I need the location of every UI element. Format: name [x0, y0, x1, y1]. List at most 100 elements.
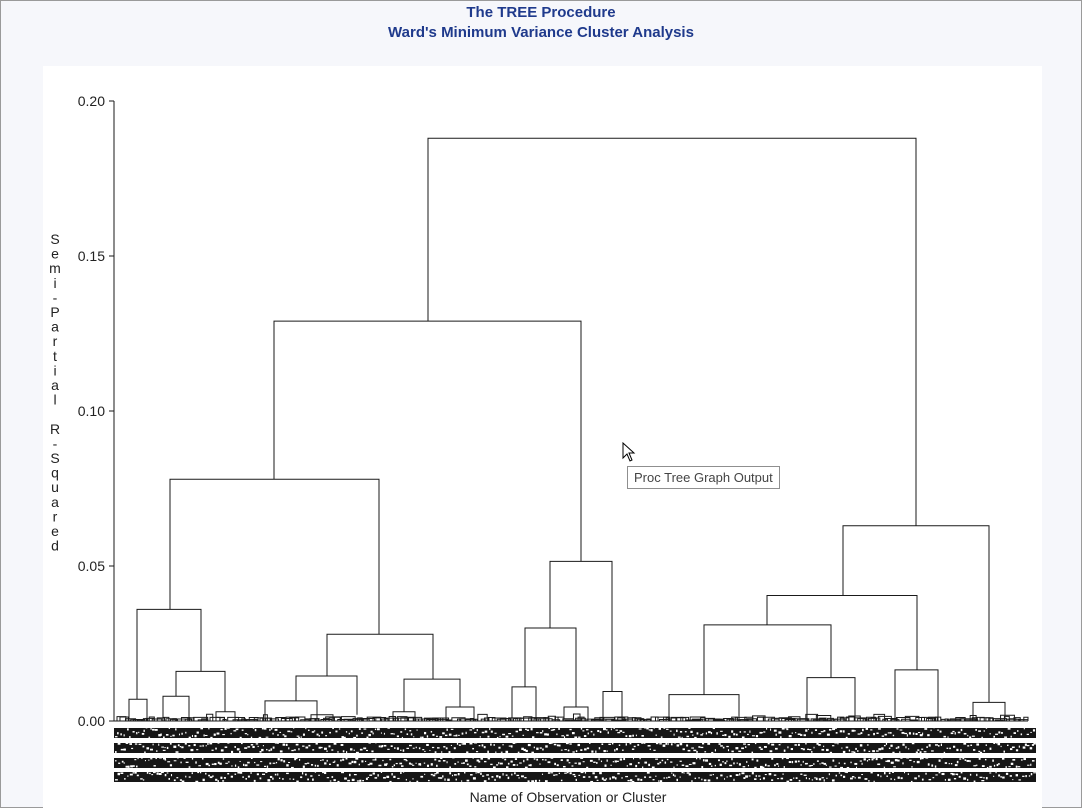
leaf-label-glyph [472, 777, 476, 780]
y-axis-label-char: P [50, 304, 59, 320]
leaf-label-glyph [244, 733, 248, 735]
leaf-label-glyph [868, 750, 871, 752]
leaf-label-glyph [369, 774, 373, 776]
dendrogram-leaf-link [756, 716, 765, 721]
leaf-label-glyph [712, 727, 715, 730]
leaf-label-glyph [731, 730, 734, 733]
leaf-label-glyph [208, 764, 211, 767]
leaf-label-glyph [429, 749, 431, 751]
leaf-label-glyph [1030, 763, 1032, 766]
leaf-label-glyph [606, 759, 608, 762]
leaf-label-glyph [475, 751, 479, 753]
leaf-label-glyph [193, 743, 196, 747]
leaf-label-glyph [629, 763, 633, 766]
leaf-label-glyph [790, 748, 794, 751]
leaf-label-glyph [230, 775, 233, 778]
leaf-label-glyph [365, 760, 367, 763]
leaf-label-glyph [621, 777, 623, 779]
leaf-label-glyph [635, 734, 637, 737]
dendrogram-leaf-link [551, 719, 561, 721]
leaf-label-glyph [825, 764, 827, 766]
leaf-label-glyph [350, 730, 353, 733]
leaf-label-glyph [771, 757, 774, 760]
leaf-label-glyph [120, 772, 124, 774]
leaf-label-glyph [450, 728, 454, 730]
leaf-label-glyph [682, 748, 685, 751]
leaf-label-glyph [222, 780, 225, 782]
leaf-label-glyph [783, 749, 786, 752]
leaf-label-glyph [512, 764, 516, 766]
leaf-label-glyph [710, 732, 713, 735]
leaf-label-glyph [780, 742, 782, 744]
leaf-label-glyph [217, 780, 220, 782]
leaf-label-glyph [867, 734, 870, 736]
leaf-label-glyph [234, 764, 237, 767]
leaf-label-glyph [243, 763, 245, 766]
leaf-label-glyph [389, 758, 392, 761]
leaf-label-glyph [449, 766, 451, 769]
leaf-label-glyph [215, 778, 218, 781]
dendrogram-leaf-link [928, 716, 938, 721]
leaf-label-glyph [498, 776, 501, 779]
leaf-label-glyph [539, 747, 542, 749]
leaf-label-glyph [711, 751, 714, 754]
leaf-label-glyph [274, 728, 278, 731]
leaf-label-glyph [911, 742, 915, 745]
leaf-label-glyph [751, 751, 754, 754]
leaf-label-glyph [644, 761, 648, 764]
leaf-label-glyph [269, 775, 273, 778]
dendrogram-leaf-link [505, 718, 511, 721]
leaf-label-glyph [1022, 775, 1025, 777]
leaf-label-glyph [233, 730, 237, 732]
leaf-label-glyph [305, 727, 307, 730]
dendrogram-leaf-link [631, 717, 637, 721]
leaf-label-glyph [220, 749, 224, 752]
leaf-label-glyph [307, 762, 310, 764]
leaf-label-glyph [662, 744, 666, 747]
leaf-label-glyph [954, 732, 956, 735]
leaf-label-glyph [544, 759, 547, 761]
leaf-label-glyph [129, 773, 133, 776]
dendrogram-leaf-link [731, 716, 738, 721]
leaf-label-glyph [393, 764, 396, 767]
leaf-label-glyph [745, 746, 747, 748]
leaf-label-glyph [604, 764, 607, 767]
leaf-label-glyph [981, 779, 985, 782]
leaf-label-glyph [146, 747, 150, 750]
leaf-label-glyph [627, 779, 630, 782]
leaf-label-glyph [671, 772, 673, 774]
leaf-label-glyph [269, 762, 272, 765]
leaf-label-glyph [237, 766, 240, 769]
leaf-label-glyph [1015, 765, 1018, 768]
leaf-label-glyph [440, 751, 443, 753]
leaf-label-glyph [141, 732, 145, 735]
dendrogram-leaf-link [265, 717, 272, 721]
leaf-label-glyph [598, 747, 601, 750]
leaf-label-glyph [726, 776, 728, 778]
leaf-label-glyph [138, 743, 142, 745]
leaf-label-glyph [782, 773, 784, 775]
leaf-label-glyph [733, 778, 735, 782]
leaf-label-glyph [424, 731, 427, 735]
leaf-label-glyph [390, 733, 394, 735]
leaf-label-glyph [613, 727, 615, 729]
leaf-label-glyph [949, 747, 951, 750]
dendrogram-leaf-link [325, 716, 341, 721]
leaf-label-glyph [709, 774, 713, 776]
leaf-label-glyph [989, 747, 992, 750]
leaf-label-glyph [302, 733, 305, 736]
leaf-label-glyph [907, 773, 909, 775]
y-axis-label-char: S [50, 450, 59, 466]
leaf-label-glyph [773, 774, 777, 776]
leaf-label-glyph [430, 763, 433, 766]
leaf-label-glyph [691, 780, 693, 783]
leaf-label-glyph [981, 736, 983, 739]
leaf-label-glyph [444, 778, 446, 781]
leaf-label-glyph [911, 766, 913, 768]
leaf-label-glyph [644, 776, 646, 779]
leaf-label-glyph [274, 773, 277, 776]
leaf-label-glyph [156, 750, 158, 752]
leaf-label-glyph [419, 763, 422, 766]
leaf-label-glyph [437, 747, 440, 749]
leaf-label-glyph [681, 736, 683, 739]
